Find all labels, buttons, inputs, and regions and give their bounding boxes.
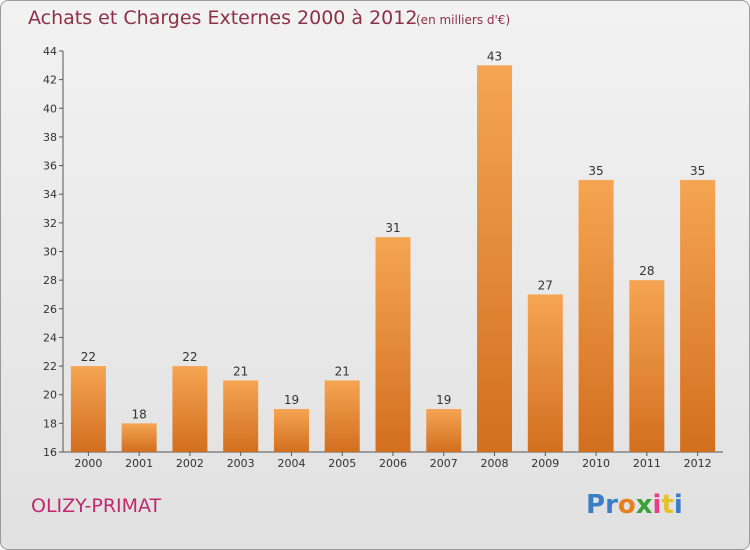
value-label-2001: 18 [132, 407, 147, 421]
y-tick-label: 38 [43, 131, 57, 144]
y-axis: 16 18 20 22 24 26 28 30 32 34 36 38 40 42 44 [43, 45, 64, 459]
value-label-2011: 28 [639, 264, 654, 278]
value-label-2006: 31 [385, 221, 400, 235]
value-label-2003: 21 [233, 364, 248, 378]
bar-2008 [477, 65, 513, 453]
y-tick-label: 18 [43, 417, 57, 430]
y-tick-label: 36 [43, 160, 57, 173]
bar-2002 [172, 366, 208, 452]
logo-letter: i [652, 490, 662, 520]
x-tick-label-2003: 2003 [227, 457, 255, 470]
value-label-2009: 27 [538, 278, 553, 292]
logo-letter: i [673, 490, 683, 520]
x-tick-label-2005: 2005 [328, 457, 356, 470]
x-tick-label-2010: 2010 [582, 457, 610, 470]
value-label-2008: 43 [487, 49, 502, 63]
bar-2000 [70, 366, 106, 452]
bar-2012 [680, 179, 716, 452]
x-tick-label-2002: 2002 [176, 457, 204, 470]
x-tick-label-2007: 2007 [430, 457, 458, 470]
value-label-2005: 21 [335, 364, 350, 378]
x-tick-label-2006: 2006 [379, 457, 407, 470]
y-tick-label: 20 [43, 389, 57, 402]
x-tick-label-2001: 2001 [125, 457, 153, 470]
bar-2006 [375, 237, 411, 452]
x-axis: 2000 2001 2002 2003 2004 2005 2006 2007 2008 2009… [63, 451, 723, 470]
x-tick-label-2009: 2009 [531, 457, 559, 470]
value-label-2010: 35 [588, 164, 603, 178]
y-tick-label: 22 [43, 360, 57, 373]
bar-2005 [324, 380, 360, 452]
bar-2003 [223, 380, 259, 452]
value-label-2007: 19 [436, 393, 451, 407]
y-tick-label: 34 [43, 188, 57, 201]
x-tick-label-2011: 2011 [633, 457, 661, 470]
bar-2009 [527, 294, 563, 452]
data-labels: 22 18 22 21 19 21 31 19 43 27 35 28 35 [81, 49, 706, 421]
y-tick-label: 30 [43, 246, 57, 259]
bar-2007 [426, 409, 462, 452]
x-tick-label-2004: 2004 [277, 457, 305, 470]
bar-2011 [629, 280, 665, 452]
commune-name: OLIZY-PRIMAT [31, 495, 162, 517]
value-label-2002: 22 [182, 350, 197, 364]
y-tick-label: 28 [43, 274, 57, 287]
x-tick-label-2012: 2012 [684, 457, 712, 470]
chart-subtitle: (en milliers d'€) [416, 13, 511, 27]
chart-title: Achats et Charges Externes 2000 à 2012 [28, 7, 418, 29]
y-tick-label: 26 [43, 303, 57, 316]
bar-2004 [273, 409, 309, 452]
bars [70, 65, 716, 453]
logo-letter: o [617, 490, 636, 520]
x-tick-label-2000: 2000 [74, 457, 102, 470]
proxiti-logo[interactable]: Proxiti [586, 490, 683, 520]
y-tick-label: 16 [43, 446, 57, 459]
value-label-2004: 19 [284, 393, 299, 407]
logo-letter: P [586, 490, 606, 520]
value-label-2012: 35 [690, 164, 705, 178]
logo-letter: r [605, 490, 618, 520]
logo-letter: x [635, 490, 653, 520]
x-tick-label-2008: 2008 [481, 457, 509, 470]
y-tick-label: 42 [43, 74, 57, 87]
logo-letter: t [661, 490, 674, 520]
y-tick-label: 32 [43, 217, 57, 230]
value-label-2000: 22 [81, 350, 96, 364]
y-tick-label: 40 [43, 102, 57, 115]
y-tick-label: 24 [43, 331, 57, 344]
y-tick-label: 44 [43, 45, 57, 58]
bar-2001 [121, 423, 157, 452]
bar-2010 [578, 179, 614, 452]
